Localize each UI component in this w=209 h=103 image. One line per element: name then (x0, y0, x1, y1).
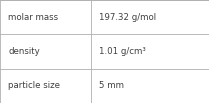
Text: molar mass: molar mass (8, 13, 59, 22)
Text: 197.32 g/mol: 197.32 g/mol (99, 13, 156, 22)
Text: 1.01 g/cm³: 1.01 g/cm³ (99, 47, 146, 56)
Text: density: density (8, 47, 40, 56)
Text: particle size: particle size (8, 81, 60, 90)
Text: 5 mm: 5 mm (99, 81, 124, 90)
